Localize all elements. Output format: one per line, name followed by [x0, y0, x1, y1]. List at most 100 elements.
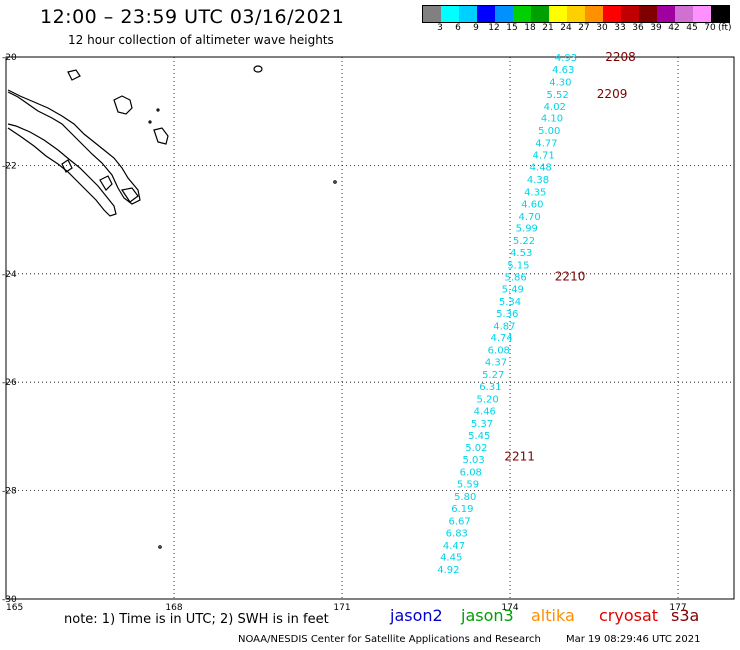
colorbar-label: 24 [560, 23, 572, 33]
wave-height-value: 4.46 [474, 406, 496, 417]
lon-tick-label: 165 [6, 603, 23, 613]
wave-height-value: 5.37 [471, 419, 493, 430]
wave-height-value: 5.20 [476, 394, 498, 405]
wave-height-value: 4.47 [443, 541, 465, 552]
colorbar-label: 39 [650, 23, 662, 33]
wave-height-value: 6.83 [446, 528, 468, 539]
colorbar-swatch [585, 6, 603, 22]
wave-height-value: 4.70 [518, 212, 540, 223]
wave-height-value: 5.99 [516, 224, 538, 235]
satellite-cryosat: cryosat [599, 606, 659, 625]
map-frame [5, 56, 735, 600]
wave-height-value: 6.08 [460, 468, 482, 479]
colorbar-label: 30 [596, 23, 608, 33]
wave-height-value: 4.87 [493, 321, 515, 332]
lat-tick-label: -24 [2, 270, 17, 280]
wave-height-value: 4.37 [485, 358, 507, 369]
altimeter-track: 4.934.634.30 5.524.024.105.00 4.774.714.48… [437, 53, 577, 576]
wave-height-value: 4.92 [437, 565, 459, 576]
colorbar-swatch [603, 6, 621, 22]
colorbar-label: 33 [614, 23, 626, 33]
wave-height-value: 4.02 [544, 102, 566, 113]
colorbar-swatch [657, 6, 675, 22]
wave-height-value: 4.74 [490, 333, 512, 344]
wave-height-value: 4.77 [535, 139, 557, 150]
hour-marker: 2210 [555, 270, 586, 284]
wave-height-value: 6.08 [488, 346, 510, 357]
colorbar-swatch [549, 6, 567, 22]
wave-height-colorbar [422, 5, 730, 23]
colorbar-label: 36 [632, 23, 644, 33]
wave-height-value: 5.27 [482, 370, 504, 381]
colorbar-label: 18 [524, 23, 536, 33]
colorbar-label: 70 [704, 23, 716, 33]
colorbar-label: 15 [506, 23, 518, 33]
wave-height-value: 4.38 [527, 175, 549, 186]
credit-text: NOAA/NESDIS Center for Satellite Applica… [238, 634, 541, 645]
hour-marker: 2209 [597, 87, 628, 101]
lat-tick-label: -28 [2, 487, 17, 497]
colorbar-swatch [621, 6, 639, 22]
wave-height-value: 5.59 [457, 480, 479, 491]
lat-tick-label: -20 [2, 53, 17, 63]
colorbar-label: 42 [668, 23, 680, 33]
wave-height-value: 5.86 [504, 273, 526, 284]
colorbar-swatch [441, 6, 459, 22]
lon-tick-label: 168 [165, 603, 182, 613]
hour-markers: 2208 2209 2210 2211 [504, 50, 635, 463]
colorbar-unit: (ft) [718, 23, 732, 33]
colorbar-swatch [531, 6, 549, 22]
colorbar-label: 3 [437, 23, 443, 33]
colorbar-swatch [423, 6, 441, 22]
lat-tick-label: -26 [2, 378, 17, 388]
hour-marker: 2208 [605, 50, 636, 64]
lat-tick-label: -22 [2, 161, 17, 171]
wave-height-value: 6.31 [479, 382, 501, 393]
colorbar-label: 6 [455, 23, 461, 33]
colorbar-swatch [477, 6, 495, 22]
wave-height-value: 5.00 [538, 126, 560, 137]
wave-height-value: 4.53 [510, 248, 532, 259]
wave-height-value: 5.36 [496, 309, 518, 320]
generated-timestamp: Mar 19 08:29:46 UTC 2021 [566, 634, 701, 645]
colorbar-label: 21 [542, 23, 554, 33]
wave-height-value: 4.48 [530, 162, 552, 173]
lon-tick-label: 174 [501, 603, 518, 613]
colorbar-label: 9 [473, 23, 479, 33]
colorbar-swatch [567, 6, 585, 22]
wave-height-value: 4.35 [524, 187, 546, 198]
wave-height-value: 4.30 [549, 77, 571, 88]
coastline [7, 65, 337, 549]
wave-height-value: 4.10 [541, 114, 563, 125]
colorbar-swatch [639, 6, 657, 22]
wave-height-value: 4.93 [555, 53, 577, 64]
satellite-altika: altika [531, 606, 575, 625]
colorbar-label: 27 [578, 23, 590, 33]
lon-tick-label: 171 [333, 603, 350, 613]
lon-tick-label: 177 [669, 603, 686, 613]
wave-height-value: 5.80 [454, 492, 476, 503]
wave-height-value: 5.03 [462, 455, 484, 466]
wave-height-value: 6.19 [451, 504, 473, 515]
colorbar-swatch [693, 6, 711, 22]
wave-height-value: 5.52 [546, 90, 568, 101]
colorbar-swatch [495, 6, 513, 22]
lat-lon-grid [5, 56, 734, 600]
wave-height-value: 5.15 [507, 261, 529, 272]
wave-height-value: 4.45 [440, 553, 462, 564]
colorbar-swatch [711, 6, 729, 22]
colorbar-swatch [459, 6, 477, 22]
wave-height-value: 5.34 [499, 297, 521, 308]
wave-height-value: 4.60 [521, 199, 543, 210]
footer-note: note: 1) Time is in UTC; 2) SWH is in fe… [64, 612, 329, 627]
satellite-jason3: jason3 [461, 606, 514, 625]
wave-height-value: 5.49 [502, 284, 524, 295]
lat-tick-label: -30 [2, 595, 17, 605]
colorbar-swatch [513, 6, 531, 22]
wave-height-value: 6.67 [448, 516, 470, 527]
wave-height-value: 5.45 [468, 431, 490, 442]
wave-height-value: 4.71 [532, 151, 554, 162]
colorbar-label: 45 [686, 23, 698, 33]
